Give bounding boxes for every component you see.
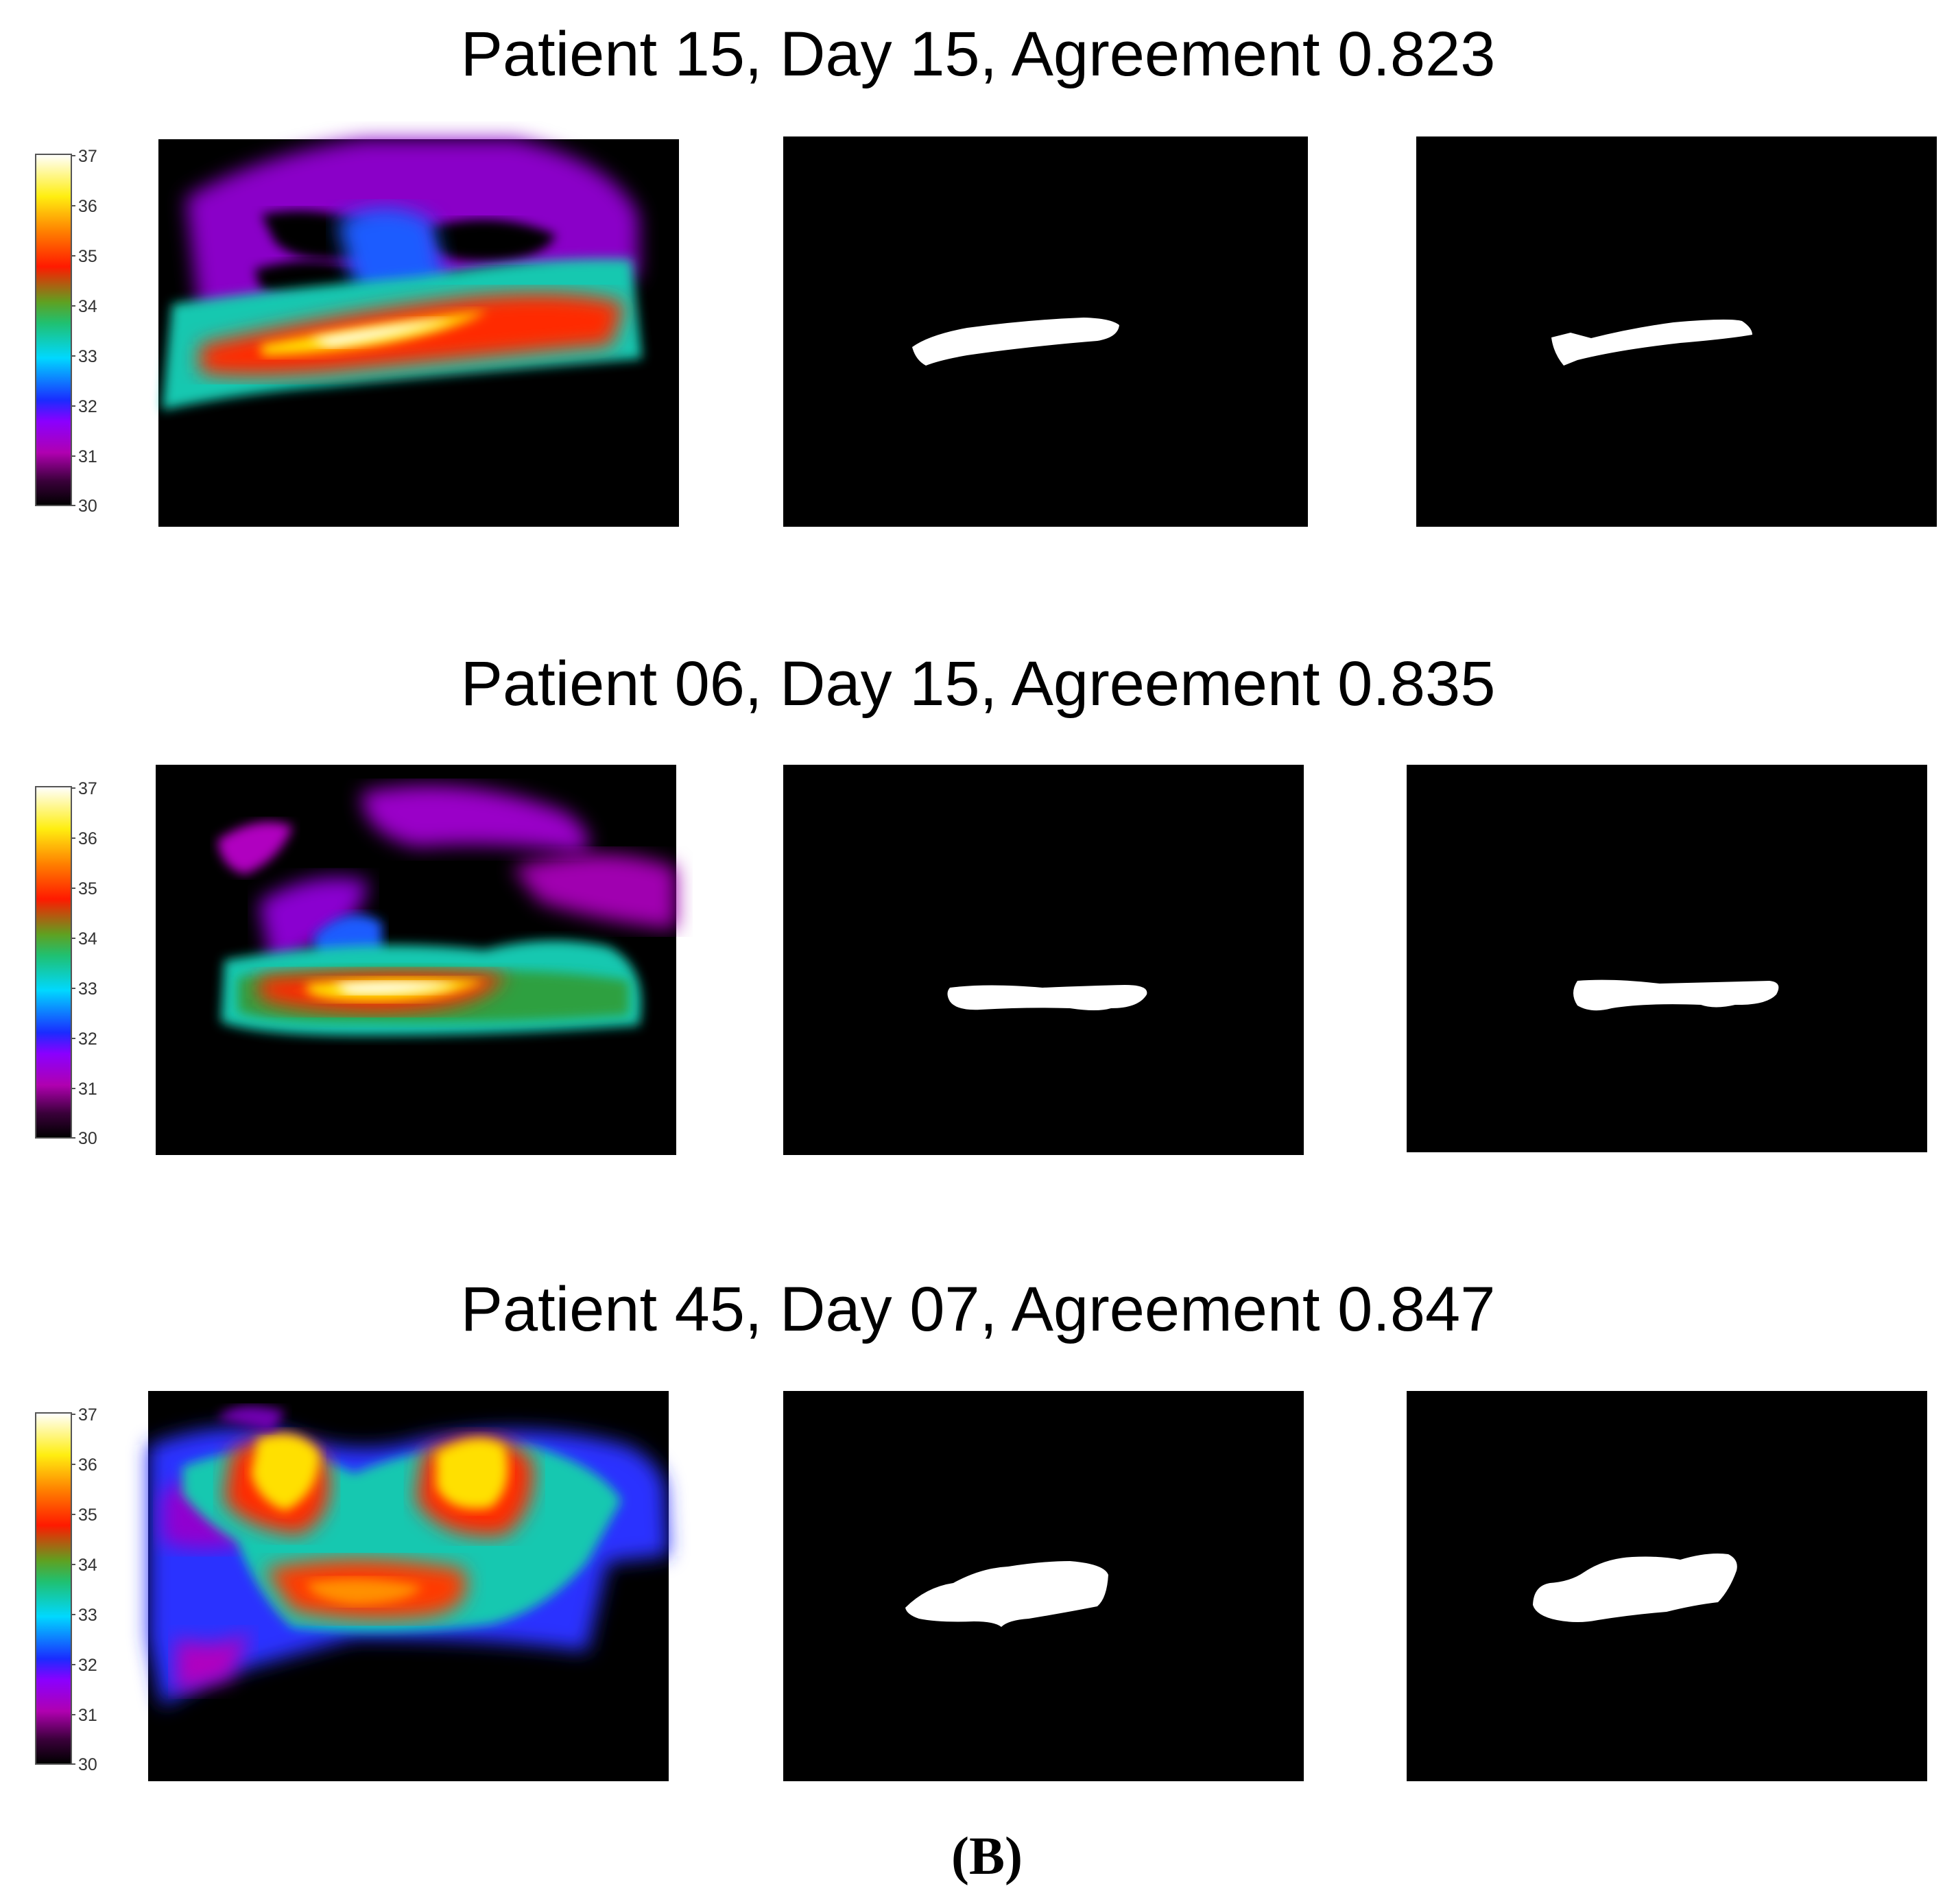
colorbar-tick-label: 35 — [78, 879, 97, 899]
colorbar-ticks — [71, 155, 75, 506]
colorbar-tick-label: 37 — [78, 1405, 97, 1425]
colorbar-tick-label: 33 — [78, 347, 97, 366]
colorbar-tick-label: 33 — [78, 979, 97, 999]
row-2-title: Patient 06, Day 15, Agreement 0.835 — [461, 649, 1496, 719]
colorbar-tick-label: 37 — [78, 779, 97, 798]
colorbar-tick-label: 32 — [78, 1656, 97, 1675]
colorbar-tick-label: 30 — [78, 497, 97, 516]
segmentation-mask — [1407, 1391, 1927, 1781]
colorbar-tick-label: 35 — [78, 247, 97, 266]
segmentation-mask — [1416, 136, 1937, 527]
colorbar-tick-label: 33 — [78, 1606, 97, 1625]
colorbar-gradient — [35, 1412, 72, 1765]
thermal-image — [148, 1391, 669, 1781]
colorbar-tick-label: 31 — [78, 1080, 97, 1099]
colorbar-tick-label: 34 — [78, 929, 97, 949]
colorbar-tick-label: 31 — [78, 447, 97, 466]
colorbar-tick-label: 34 — [78, 1556, 97, 1575]
colorbar-tick-label: 32 — [78, 1030, 97, 1049]
panel-label: (B) — [951, 1826, 1023, 1885]
colorbar-ticks — [71, 787, 75, 1139]
row-2: Patient 06, Day 15, Agreement 0.835 37 3… — [35, 649, 1927, 1155]
row-3-title: Patient 45, Day 07, Agreement 0.847 — [461, 1274, 1496, 1344]
row-1-colorbar: 37 36 35 34 33 32 31 30 — [35, 147, 97, 516]
segmentation-mask — [783, 765, 1304, 1155]
thermal-image — [156, 765, 676, 1155]
colorbar-tick-label: 36 — [78, 1455, 97, 1475]
segmentation-mask — [783, 1391, 1304, 1781]
segmentation-mask — [1407, 765, 1927, 1152]
colorbar-tick-label: 36 — [78, 197, 97, 216]
row-1-title: Patient 15, Day 15, Agreement 0.823 — [461, 19, 1496, 89]
row-1: Patient 15, Day 15, Agreement 0.823 37 3… — [35, 19, 1937, 527]
colorbar-gradient — [35, 154, 72, 506]
colorbar-ticks — [71, 1414, 75, 1765]
colorbar-tick-label: 30 — [78, 1755, 97, 1774]
segmentation-mask — [783, 136, 1308, 527]
colorbar-tick-label: 36 — [78, 829, 97, 848]
colorbar-tick-label: 31 — [78, 1706, 97, 1725]
colorbar-gradient — [35, 786, 72, 1139]
colorbar-tick-label: 30 — [78, 1129, 97, 1148]
row-3: Patient 45, Day 07, Agreement 0.847 37 3… — [35, 1274, 1927, 1781]
row-2-colorbar: 37 36 35 34 33 32 31 30 — [35, 779, 97, 1148]
colorbar-tick-label: 35 — [78, 1506, 97, 1525]
colorbar-tick-label: 34 — [78, 297, 97, 316]
colorbar-tick-label: 32 — [78, 397, 97, 416]
colorbar-tick-label: 37 — [78, 147, 97, 166]
thermal-image — [158, 139, 679, 527]
row-3-colorbar: 37 36 35 34 33 32 31 30 — [35, 1405, 97, 1774]
